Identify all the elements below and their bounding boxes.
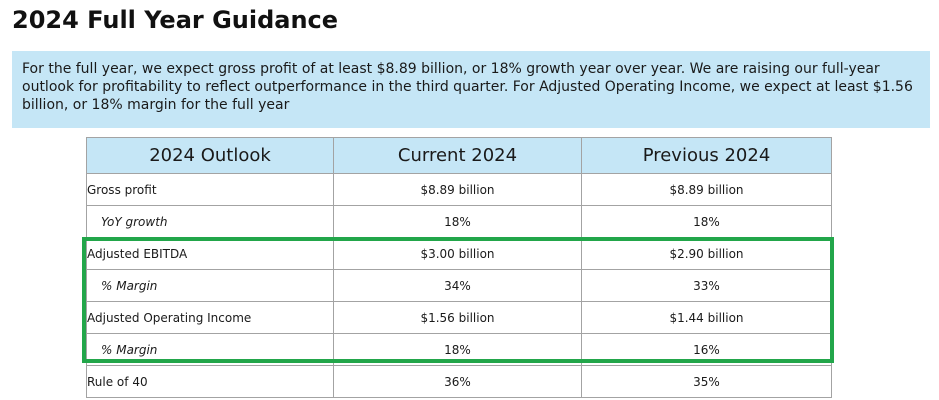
current-value: 18% [333, 205, 582, 238]
table-row: YoY growth 18% 18% [86, 205, 832, 238]
current-value: 36% [333, 365, 582, 398]
current-value: $1.56 billion [333, 301, 582, 334]
row-label: Rule of 40 [86, 365, 334, 398]
current-value: 34% [333, 269, 582, 302]
guidance-summary-box: For the full year, we expect gross profi… [12, 51, 930, 128]
table-row: Gross profit $8.89 billion $8.89 billion [86, 173, 832, 206]
row-label: Adjusted Operating Income [86, 301, 334, 334]
table-header-row: 2024 Outlook Current 2024 Previous 2024 [86, 137, 832, 174]
table-row: Adjusted EBITDA $3.00 billion $2.90 bill… [86, 237, 832, 270]
header-current-2024: Current 2024 [333, 137, 582, 174]
current-value: $8.89 billion [333, 173, 582, 206]
previous-value: 18% [581, 205, 832, 238]
row-label: YoY growth [86, 205, 334, 238]
previous-value: 35% [581, 365, 832, 398]
previous-value: $2.90 billion [581, 237, 832, 270]
row-label: Gross profit [86, 173, 334, 206]
previous-value: 16% [581, 333, 832, 366]
page-title: 2024 Full Year Guidance [12, 6, 339, 34]
header-previous-2024: Previous 2024 [581, 137, 832, 174]
table-row: % Margin 18% 16% [86, 333, 832, 366]
row-label: Adjusted EBITDA [86, 237, 334, 270]
row-label: % Margin [86, 333, 334, 366]
row-label: % Margin [86, 269, 334, 302]
current-value: 18% [333, 333, 582, 366]
header-outlook: 2024 Outlook [86, 137, 334, 174]
table-row: Rule of 40 36% 35% [86, 365, 832, 398]
previous-value: $8.89 billion [581, 173, 832, 206]
current-value: $3.00 billion [333, 237, 582, 270]
previous-value: $1.44 billion [581, 301, 832, 334]
table-row: % Margin 34% 33% [86, 269, 832, 302]
table-row: Adjusted Operating Income $1.56 billion … [86, 301, 832, 334]
outlook-table: 2024 Outlook Current 2024 Previous 2024 … [86, 137, 832, 398]
guidance-summary-text: For the full year, we expect gross profi… [22, 61, 913, 113]
previous-value: 33% [581, 269, 832, 302]
